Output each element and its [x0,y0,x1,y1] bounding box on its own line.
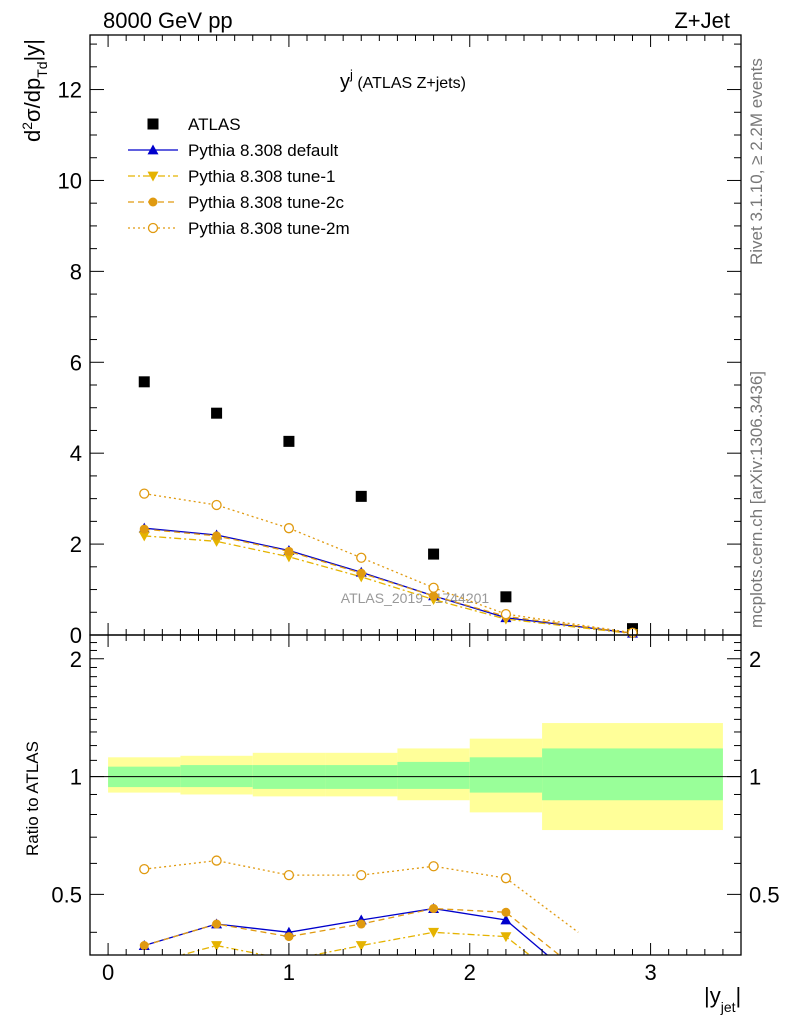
y-tick-label: 4 [70,441,82,466]
mc-point [500,608,512,620]
title-main: y [340,71,350,93]
ratio-point [139,941,149,951]
main-y-axis-label: d2σ/dpTd|y| [19,39,50,142]
mc-point [138,531,150,542]
ratio-y-tick-label-right: 2 [749,647,761,672]
header-left: 8000 GeV pp [103,8,233,33]
y-tick-label: 2 [70,532,82,557]
ratio-point [428,861,439,872]
x-tick-label: 2 [464,960,476,985]
ratio-point [212,919,222,929]
analysis-watermark: ATLAS_2019_I1744201 [341,590,490,606]
series-line [144,492,633,634]
x-axis-label-main: |y [704,983,721,1008]
ratio-point [501,907,511,917]
mc-point [284,546,294,556]
mc-point [356,552,367,563]
mcplots-label: mcplots.cern.ch [arXiv:1306.3436] [747,371,766,628]
mc-point [211,499,222,511]
ratio-y-tick-label-right: 1 [749,765,761,790]
ratio-point [355,941,367,952]
svg-text:d2σ/dpTd|y|: d2σ/dpTd|y| [19,39,50,142]
x-tick-label: 3 [644,960,656,985]
ratio-point [500,914,512,925]
data-point [283,435,295,447]
data-point [211,407,223,419]
legend-marker [147,222,159,234]
title-sup: j [349,67,353,82]
mc-point [212,531,222,541]
ratio-point [356,869,367,881]
ratio-y-tick-label: 1 [70,765,82,790]
y-tick-label: 6 [70,350,82,375]
rivet-version-label: Rivet 3.1.10, ≥ 2.2M events [747,58,766,265]
ratio-point [284,932,294,942]
ratio-y-axis-label: Ratio to ATLAS [23,741,42,856]
ratio-point [428,927,440,938]
legend-label: Pythia 8.308 tune-1 [188,167,335,186]
data-point [500,591,512,603]
y-tick-label: 8 [70,259,82,284]
mc-point [428,582,439,593]
legend-marker [147,118,159,130]
ratio-series [138,855,579,971]
legend-marker [147,144,159,155]
ratio-point [211,855,222,866]
mc-point [283,523,295,534]
legend-label: Pythia 8.308 tune-2c [188,193,344,212]
legend-label: ATLAS [188,115,241,134]
mc-point [139,524,149,534]
ratio-point [283,869,295,881]
ratio-point [500,873,512,884]
mc-point [356,568,366,578]
ratio-y-tick-label: 0.5 [51,882,82,907]
mc-point [429,591,439,601]
x-axis-label-sub: jet [720,999,736,1015]
ratio-point [356,919,366,929]
series-line [144,535,633,635]
ratio-y-tick-label-right: 0.5 [749,882,780,907]
ratio-band-inner [469,757,543,793]
data-point [428,548,440,560]
ratio-point [139,961,150,971]
main-plot-title: yj (ATLAS Z+jets) [340,67,466,93]
x-axis-label: |yjet| [704,983,741,1015]
data-point [355,490,367,502]
ratio-point [139,864,150,875]
x-axis-label-end: | [736,983,742,1008]
header-right: Z+Jet [674,8,730,33]
legend: ATLAS Pythia 8.308 default Pythia 8.308 tu… [128,115,350,238]
ratio-point [211,941,223,952]
legend-marker [147,171,159,182]
ratio-y-tick-label: 2 [70,647,82,672]
data-point [138,376,150,388]
ratio-band-inner [397,761,470,789]
ratio-band-inner [542,748,723,801]
ratio-point [429,904,439,914]
legend-label: Pythia 8.308 tune-2m [188,219,350,238]
y-tick-label: 12 [58,78,82,103]
x-tick-label: 0 [102,960,114,985]
y-tick-label: 0 [70,623,82,648]
x-tick-label: 1 [283,960,295,985]
ratio-point [500,932,512,943]
legend-label: Pythia 8.308 default [188,141,339,160]
mc-point [139,488,150,499]
legend-marker [148,197,158,207]
y-tick-label: 10 [58,168,82,193]
ratio-uncertainty-bands [90,723,741,831]
title-rest: (ATLAS Z+jets) [353,75,466,92]
